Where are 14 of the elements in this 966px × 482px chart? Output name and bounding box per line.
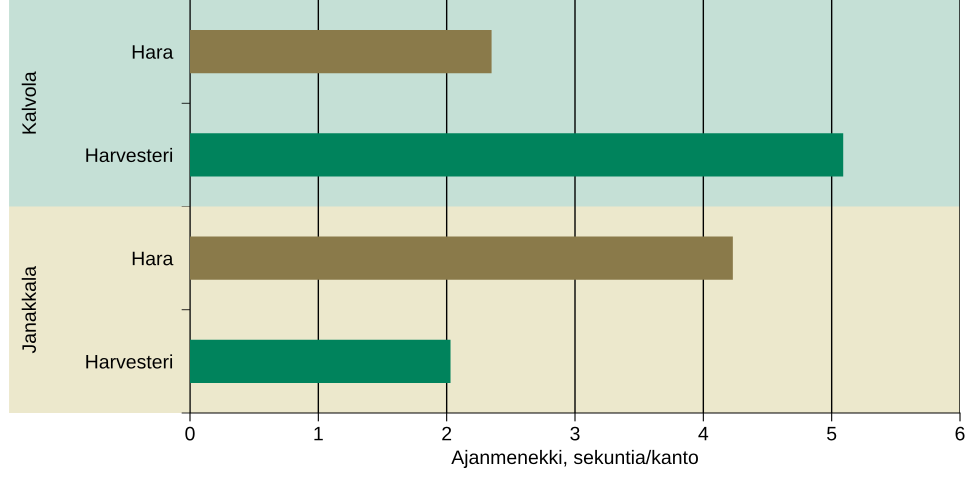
x-tick-label: 1	[314, 426, 323, 440]
x-tick-label: 6	[956, 426, 965, 440]
x-tick-label: 4	[698, 426, 708, 440]
y-tick-label: Hara	[132, 252, 174, 266]
x-axis-title: Ajanmenekki, sekuntia/kanto	[451, 450, 698, 468]
y-tick-label: Hara	[132, 45, 174, 59]
x-tick-label: 2	[442, 426, 452, 440]
y-tick-label: Harvesteri	[86, 148, 172, 162]
x-tick-label: 5	[827, 426, 836, 440]
y-axis-title: Janakkala	[22, 266, 36, 354]
x-tick-label: 0	[185, 426, 195, 440]
x-tick-label: 3	[570, 426, 580, 440]
y-tick-label: Harvesteri	[86, 354, 172, 369]
y-axis-title: Kalvola	[22, 71, 36, 134]
